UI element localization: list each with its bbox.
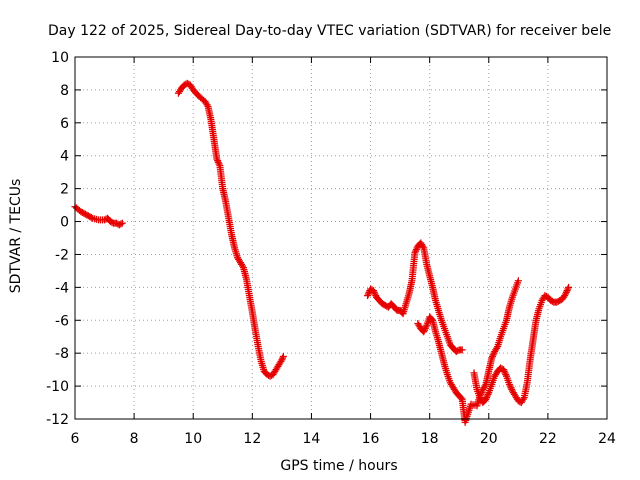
y-axis-label: SDTVAR / TECUs	[8, 179, 24, 294]
data-point	[457, 394, 465, 402]
y-tick-label: -4	[55, 280, 69, 296]
y-tick-label: -8	[55, 346, 69, 362]
data-point	[514, 277, 522, 285]
series-segment-5	[470, 283, 573, 407]
y-tick-label: 8	[60, 83, 69, 99]
plot-frame	[74, 56, 608, 420]
y-tick-label: 6	[60, 116, 69, 132]
data-point	[371, 290, 379, 298]
data-points	[71, 79, 573, 426]
y-tick-label: 4	[60, 149, 69, 165]
x-tick-label: 10	[184, 431, 202, 447]
y-tick-label: -10	[46, 379, 69, 395]
data-point	[279, 354, 287, 362]
x-tick-label: 18	[421, 431, 439, 447]
y-tick-label: -12	[46, 412, 69, 428]
data-point	[419, 242, 427, 250]
data-point	[213, 155, 221, 163]
x-tick-label: 14	[303, 431, 321, 447]
data-point	[500, 366, 508, 374]
data-point	[458, 346, 466, 354]
data-point	[422, 323, 430, 331]
data-point	[488, 352, 496, 360]
data-point	[214, 157, 222, 165]
y-tick-label: 0	[60, 215, 69, 231]
y-tick-label: 2	[60, 182, 69, 198]
data-point	[370, 288, 378, 296]
x-tick-label: 8	[130, 431, 139, 447]
data-point	[505, 380, 513, 388]
data-point	[506, 382, 514, 390]
data-point	[364, 290, 372, 298]
data-point	[420, 326, 428, 334]
x-tick-label: 22	[539, 431, 557, 447]
y-tick-label: -6	[55, 313, 69, 329]
data-point	[482, 395, 490, 403]
grid-lines	[75, 57, 607, 419]
data-point	[488, 354, 496, 362]
x-axis-label: GPS time / hours	[280, 458, 397, 474]
data-point	[563, 287, 571, 295]
x-tick-label: 24	[598, 431, 616, 447]
series-segment-1	[71, 203, 126, 229]
data-point	[507, 384, 515, 392]
series-segment-4	[414, 277, 522, 426]
chart-title: Day 122 of 2025, Sidereal Day-to-day VTE…	[48, 23, 611, 39]
data-point	[420, 328, 428, 336]
data-point	[483, 392, 491, 400]
x-tick-label: 6	[71, 431, 80, 447]
data-point	[421, 325, 429, 332]
data-point	[428, 315, 436, 323]
x-tick-label: 16	[362, 431, 380, 447]
data-point	[215, 160, 223, 168]
data-point	[279, 352, 287, 360]
data-point	[412, 247, 420, 255]
y-tick-label: 10	[51, 50, 69, 66]
data-point	[565, 283, 573, 291]
data-point	[484, 390, 492, 398]
x-tick-label: 20	[480, 431, 498, 447]
data-point	[364, 292, 372, 300]
y-tick-label: -2	[55, 247, 69, 263]
data-point	[502, 371, 510, 379]
data-point	[370, 287, 378, 295]
data-point	[489, 351, 497, 359]
data-point	[117, 220, 125, 228]
data-point	[214, 158, 222, 166]
data-point	[411, 249, 419, 257]
data-point	[203, 101, 211, 109]
data-point	[564, 285, 572, 293]
data-point	[87, 213, 95, 221]
data-point	[501, 369, 509, 377]
data-point	[519, 395, 527, 403]
data-point	[278, 356, 286, 364]
series-segment-2	[174, 79, 287, 380]
data-point	[238, 262, 246, 270]
x-tick-label: 12	[243, 431, 261, 447]
data-point	[483, 394, 491, 402]
data-point	[118, 219, 126, 227]
series-segment-3	[364, 239, 466, 356]
data-point	[562, 288, 570, 296]
data-point	[412, 246, 420, 254]
data-point	[500, 367, 508, 375]
data-point	[493, 344, 501, 352]
data-point	[562, 290, 570, 298]
data-point	[481, 382, 489, 390]
